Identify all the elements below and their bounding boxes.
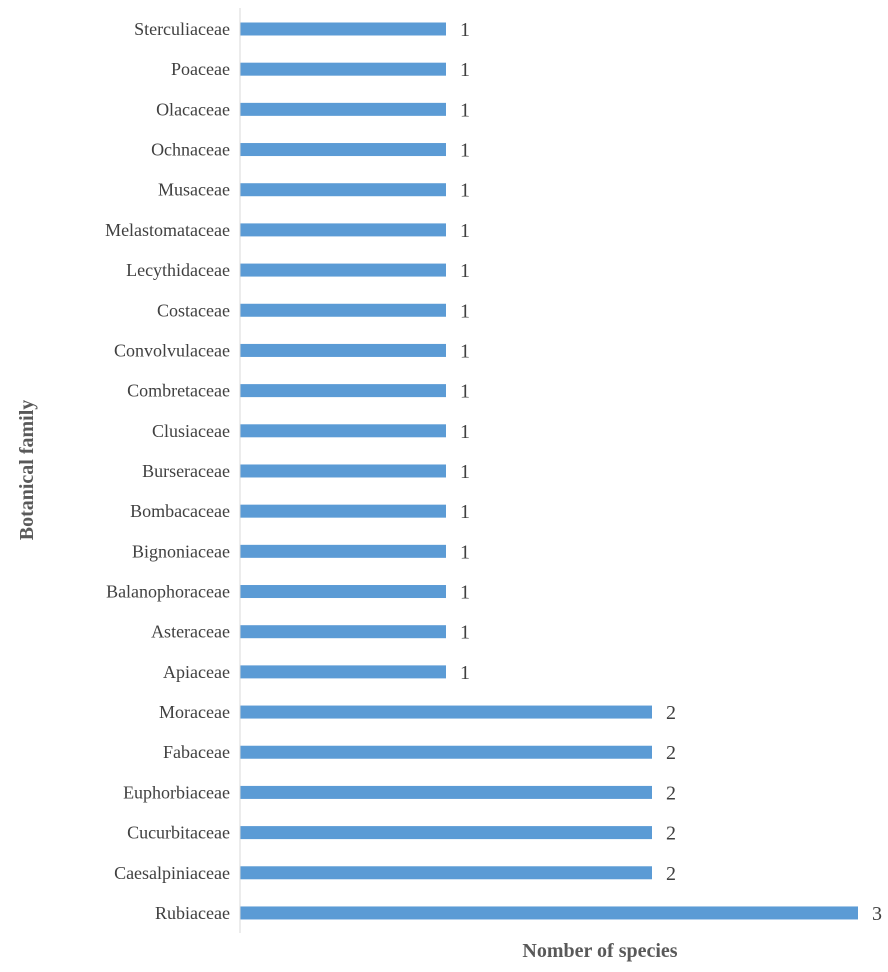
category-label-burseraceae: Burseraceae bbox=[142, 461, 230, 481]
bar-melastomataceae bbox=[240, 223, 446, 237]
value-label-convolvulaceae: 1 bbox=[460, 340, 470, 362]
category-label-caesalpiniaceae: Caesalpiniaceae bbox=[114, 863, 230, 883]
category-label-ochnaceae: Ochnaceae bbox=[151, 140, 230, 160]
bar-costaceae bbox=[240, 303, 446, 317]
value-label-combretaceae: 1 bbox=[460, 381, 470, 403]
category-label-rubiaceae: Rubiaceae bbox=[155, 903, 230, 923]
category-label-balanophoraceae: Balanophoraceae bbox=[106, 582, 230, 602]
value-label-musaceae: 1 bbox=[460, 180, 470, 202]
value-label-euphorbiaceae: 2 bbox=[666, 782, 676, 804]
category-label-bombacaceae: Bombacaceae bbox=[130, 501, 230, 521]
bar-burseraceae bbox=[240, 464, 446, 478]
x-axis-title: Nomber of species bbox=[522, 940, 677, 962]
bar-clusiaceae bbox=[240, 424, 446, 438]
bars-group bbox=[240, 22, 858, 920]
category-label-lecythidaceae: Lecythidaceae bbox=[126, 260, 230, 280]
category-label-apiaceae: Apiaceae bbox=[163, 662, 230, 682]
value-label-cucurbitaceae: 2 bbox=[666, 823, 676, 845]
value-label-caesalpiniaceae: 2 bbox=[666, 863, 676, 885]
bar-euphorbiaceae bbox=[240, 785, 652, 799]
bar-cucurbitaceae bbox=[240, 826, 652, 840]
value-label-asteraceae: 1 bbox=[460, 622, 470, 644]
bar-combretaceae bbox=[240, 384, 446, 398]
bar-asteraceae bbox=[240, 625, 446, 639]
value-label-balanophoraceae: 1 bbox=[460, 582, 470, 604]
value-label-rubiaceae: 3 bbox=[872, 903, 882, 925]
value-label-fabaceae: 2 bbox=[666, 742, 676, 764]
category-label-euphorbiaceae: Euphorbiaceae bbox=[123, 782, 230, 802]
bar-lecythidaceae bbox=[240, 263, 446, 277]
bar-rubiaceae bbox=[240, 906, 858, 920]
category-labels-group: Sterculiaceae Poaceae Olacaceae Ochnaceae Mu… bbox=[105, 19, 230, 923]
category-label-clusiaceae: Clusiaceae bbox=[152, 421, 230, 441]
category-label-asteraceae: Asteraceae bbox=[151, 622, 230, 642]
value-label-ochnaceae: 1 bbox=[460, 140, 470, 162]
bar-balanophoraceae bbox=[240, 585, 446, 599]
bar-olacaceae bbox=[240, 102, 446, 116]
bar-bombacaceae bbox=[240, 504, 446, 518]
value-label-sterculiaceae: 1 bbox=[460, 19, 470, 41]
category-label-musaceae: Musaceae bbox=[158, 180, 230, 200]
bar-caesalpiniaceae bbox=[240, 866, 652, 880]
value-label-moraceae: 2 bbox=[666, 702, 676, 724]
category-label-combretaceae: Combretaceae bbox=[127, 381, 230, 401]
value-label-melastomataceae: 1 bbox=[460, 220, 470, 242]
bar-moraceae bbox=[240, 705, 652, 719]
value-label-poaceae: 1 bbox=[460, 59, 470, 81]
bar-bignoniaceae bbox=[240, 544, 446, 558]
bar-apiaceae bbox=[240, 665, 446, 679]
value-label-bombacaceae: 1 bbox=[460, 501, 470, 523]
category-label-cucurbitaceae: Cucurbitaceae bbox=[127, 823, 230, 843]
bar-fabaceae bbox=[240, 745, 652, 759]
value-label-lecythidaceae: 1 bbox=[460, 260, 470, 282]
value-label-apiaceae: 1 bbox=[460, 662, 470, 684]
value-label-burseraceae: 1 bbox=[460, 461, 470, 483]
bar-sterculiaceae bbox=[240, 22, 446, 36]
category-label-melastomataceae: Melastomataceae bbox=[105, 220, 230, 240]
bar-poaceae bbox=[240, 62, 446, 76]
category-label-costaceae: Costaceae bbox=[157, 300, 230, 320]
bar-musaceae bbox=[240, 183, 446, 197]
category-label-bignoniaceae: Bignoniaceae bbox=[132, 541, 230, 561]
category-label-convolvulaceae: Convolvulaceae bbox=[114, 340, 230, 360]
category-label-moraceae: Moraceae bbox=[159, 702, 230, 722]
value-label-olacaceae: 1 bbox=[460, 99, 470, 121]
value-label-clusiaceae: 1 bbox=[460, 421, 470, 443]
bar-ochnaceae bbox=[240, 143, 446, 157]
category-label-sterculiaceae: Sterculiaceae bbox=[134, 19, 230, 39]
value-label-costaceae: 1 bbox=[460, 300, 470, 322]
y-axis-title: Botanical family bbox=[16, 400, 38, 541]
category-label-fabaceae: Fabaceae bbox=[163, 742, 230, 762]
value-labels-group: 1 1 1 1 1 1 1 1 1 1 1 1 1 1 1 1 1 2 2 2 2 2 3 bbox=[460, 19, 882, 925]
category-label-poaceae: Poaceae bbox=[171, 59, 230, 79]
bar-convolvulaceae bbox=[240, 343, 446, 357]
category-label-olacaceae: Olacaceae bbox=[156, 99, 230, 119]
value-label-bignoniaceae: 1 bbox=[460, 541, 470, 563]
